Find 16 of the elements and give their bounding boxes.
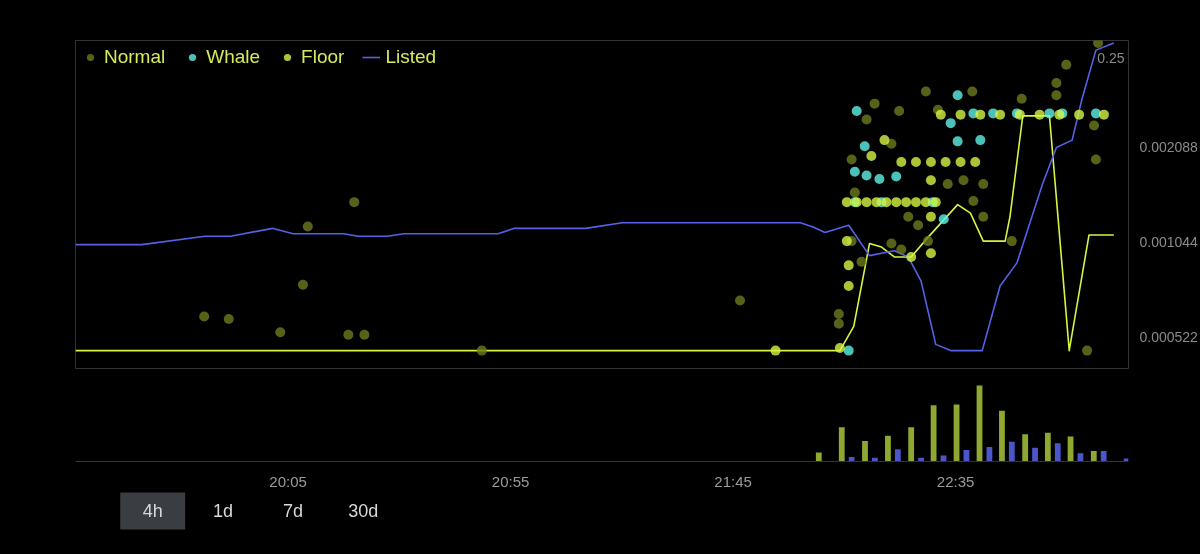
- text: 30d: [348, 500, 379, 521]
- text: 7d: [283, 500, 304, 521]
- annotation: 0.25: [1097, 49, 1125, 66]
- legend-label: Floor: [301, 46, 345, 68]
- text: 4h: [142, 500, 163, 521]
- x-tick-label: 21:45: [714, 472, 752, 490]
- x-tick-label: 20:55: [491, 472, 530, 490]
- x-tick-label: 22:35: [936, 472, 975, 490]
- y-tick-label: 0.002088: [1139, 139, 1199, 156]
- legend-label: Whale: [206, 46, 261, 68]
- y-tick-label: 0.000522: [1139, 329, 1199, 346]
- legend-label: Normal: [104, 46, 166, 68]
- y-tick-label: 0.001044: [1139, 234, 1199, 251]
- text: 1d: [212, 500, 233, 521]
- legend-label: Listed: [385, 46, 437, 68]
- x-tick-label: 20:05: [269, 472, 307, 490]
